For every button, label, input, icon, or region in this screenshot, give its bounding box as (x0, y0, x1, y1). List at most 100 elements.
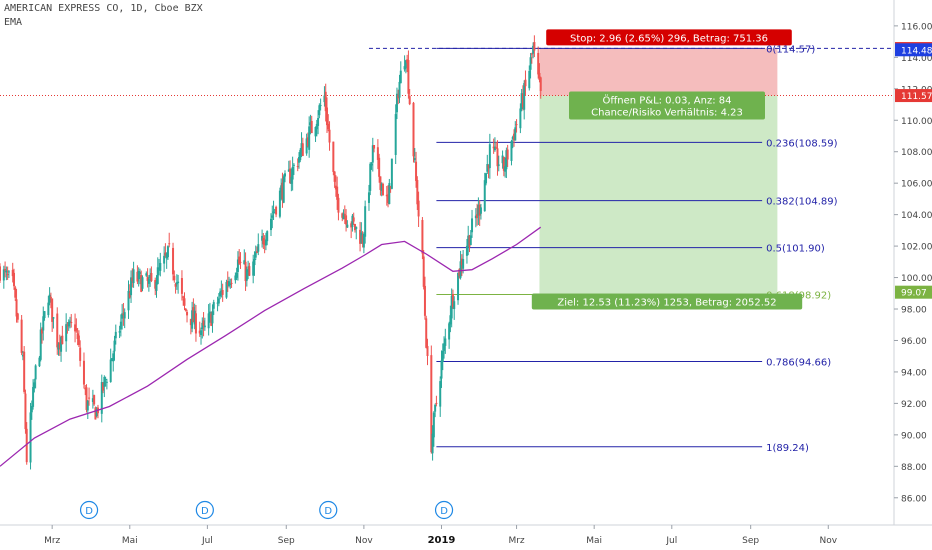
candle-body (495, 147, 498, 149)
candle-body (488, 144, 491, 169)
y-tick-label: 110.00 (901, 117, 932, 127)
candle-body (48, 294, 51, 303)
candle-body (417, 200, 420, 217)
candle-body (164, 252, 167, 256)
candle-body (236, 259, 239, 272)
fib-label: 0.786(94.66) (766, 358, 831, 369)
candle-body (77, 335, 80, 345)
candle-body (127, 290, 130, 311)
candle-body (74, 324, 77, 332)
dividend-marker: D (79, 500, 99, 520)
candle-body (42, 316, 45, 331)
candle-body (118, 331, 121, 333)
candle-body (380, 184, 383, 191)
candle-body (327, 123, 330, 130)
candle-body (100, 382, 103, 414)
candle-body (39, 329, 42, 360)
x-tick-label: Nov (819, 536, 837, 546)
candle-body (4, 269, 7, 271)
candle-body (225, 282, 228, 298)
candle-body (128, 293, 131, 298)
candle-body (275, 206, 278, 215)
candle-body (33, 382, 36, 389)
candle-body (412, 102, 415, 157)
candle-body (198, 330, 201, 334)
candles (0, 35, 542, 470)
candle-body (345, 215, 348, 225)
candle-body (367, 192, 370, 203)
stop-label-text: Stop: 2.96 (2.65%) 296, Betrag: 751.36 (570, 33, 768, 44)
candle-body (16, 313, 19, 320)
candle-body (57, 344, 60, 350)
candle-body (88, 397, 91, 399)
candle-body (467, 235, 470, 248)
candle-body (439, 381, 442, 407)
y-tick-label: 96.00 (901, 337, 927, 347)
dividend-marker: D (434, 500, 454, 520)
candle-body (530, 53, 533, 55)
candle-body (183, 298, 186, 306)
candle-body (352, 217, 355, 222)
dividend-circle (195, 500, 214, 520)
candle-body (529, 57, 532, 70)
candle-body (210, 313, 213, 326)
candle-body (434, 404, 437, 412)
y-tick-label: 90.00 (901, 431, 927, 441)
indicator-legend: EMA (4, 17, 23, 28)
candle-body (256, 251, 259, 253)
candle-body (217, 298, 220, 304)
candle-body (501, 155, 504, 164)
candle-body (245, 269, 248, 281)
candle-body (165, 253, 168, 259)
price-tag-fib: 99.07 (895, 285, 932, 299)
y-tick-label: 100.00 (901, 274, 932, 284)
candle-body (287, 169, 290, 172)
candle-body (333, 171, 336, 182)
candle-body (537, 52, 540, 75)
candle-body (519, 108, 522, 129)
candle-body (450, 295, 453, 319)
candle-body (86, 400, 89, 411)
candle-body (314, 127, 317, 137)
candle-body (448, 323, 451, 340)
x-tick-label: Mai (586, 536, 602, 546)
y-tick-label: 106.00 (901, 180, 932, 190)
y-tick-label: 98.00 (901, 306, 927, 316)
candle-body (149, 274, 152, 279)
candle-body (398, 81, 401, 98)
candle-body (328, 129, 331, 143)
candle-body (515, 124, 518, 126)
candle-body (532, 45, 535, 54)
candle-body (325, 107, 328, 126)
candle-body (350, 223, 353, 228)
candle-body (514, 127, 517, 141)
candle-body (175, 282, 178, 285)
candle-body (67, 321, 70, 327)
candle-body (309, 122, 312, 126)
symbol-title: AMERICAN EXPRESS CO, 1D, Cboe BZX (4, 3, 203, 14)
target-zone (539, 95, 778, 294)
candle-body (32, 386, 35, 407)
candle-body (145, 273, 148, 276)
candle-body (51, 298, 54, 322)
candle-body (23, 351, 26, 392)
dividend-marker: D (319, 500, 338, 520)
pnl-label-text: Öffnen P&L: 0.03, Anz: 84 (602, 94, 731, 107)
candle-body (239, 261, 242, 263)
candle-body (324, 91, 327, 112)
candle-body (182, 296, 185, 298)
candle-body (25, 428, 28, 463)
candle-body (216, 302, 219, 304)
candle-body (523, 83, 526, 110)
dividend-circle (79, 500, 99, 520)
candle-body (413, 158, 416, 161)
candle-body (174, 283, 177, 287)
x-tick-label: Jul (201, 536, 213, 546)
price-tag-text: 111.57 (901, 92, 932, 102)
candle-body (248, 266, 251, 276)
candle-body (341, 213, 344, 218)
candle-body (281, 182, 284, 200)
candle-body (310, 120, 313, 134)
